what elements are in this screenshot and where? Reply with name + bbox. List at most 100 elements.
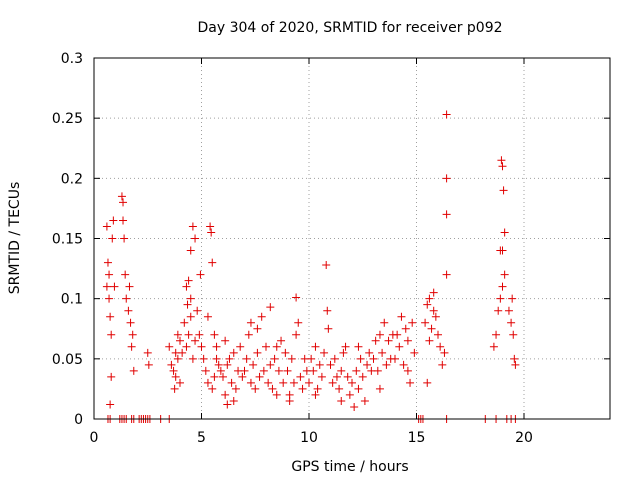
data-point [509,330,518,339]
data-point [188,222,197,231]
data-point [425,294,434,303]
data-point [223,400,232,409]
data-point [363,360,372,369]
data-point [289,378,298,387]
data-point [427,324,436,333]
data-point [105,294,114,303]
data-point [268,384,277,393]
y-axis-label: SRMTID / TECUs [7,182,23,295]
data-point [253,348,262,357]
data-point [285,396,294,405]
data-point [262,342,270,351]
data-point [244,330,253,339]
data-point [350,402,359,411]
data-point [330,354,339,363]
data-point [348,378,356,387]
data-point [440,348,449,357]
data-point [365,348,374,357]
data-point [406,378,415,387]
data-point [305,378,313,387]
data-point [337,366,346,375]
data-point [182,282,191,291]
data-point [497,156,506,165]
data-point [309,366,318,375]
data-point [380,318,389,327]
data-point [378,348,387,357]
y-tick-label: 0.2 [61,171,83,187]
data-point [184,276,193,285]
data-point [197,342,206,351]
data-point [125,282,134,291]
data-point [266,303,275,312]
data-point [173,330,182,339]
data-point [397,312,406,321]
data-point [180,318,189,327]
data-point [219,372,227,381]
data-point [251,384,260,393]
data-point [395,342,404,351]
data-point [102,282,111,291]
data-point [499,186,508,195]
data-point [341,342,350,351]
data-point [337,396,346,405]
data-point [326,360,335,369]
data-point [375,384,384,393]
data-point [122,294,131,303]
x-tick-label: 10 [300,430,318,446]
data-point [311,342,320,351]
data-point [511,360,520,369]
data-point [352,366,361,375]
y-tick-label: 0.15 [52,232,83,248]
data-point [120,234,129,243]
data-point [176,336,184,345]
data-point [206,222,215,231]
data-point [186,294,195,303]
data-point [129,366,138,375]
data-point [124,306,133,315]
data-point [169,366,178,375]
data-point [332,372,341,381]
data-point [171,348,180,357]
data-point [438,360,447,369]
data-point [103,258,112,267]
data-point [423,378,432,387]
data-point [170,384,179,393]
data-point [214,360,223,369]
data-points [102,110,520,423]
data-point [401,324,410,333]
x-tick-label: 15 [408,430,426,446]
data-point [106,400,115,409]
data-point [403,366,412,375]
data-point [246,318,255,327]
data-point [504,306,513,315]
data-point [323,306,332,315]
data-point [182,342,191,351]
data-point [508,294,517,303]
data-point [369,354,378,363]
data-point [210,330,219,339]
data-point [296,372,305,381]
data-point [429,306,438,315]
data-point [384,336,393,345]
data-point [328,378,337,387]
data-point [292,293,301,302]
data-point [489,342,498,351]
data-point [212,342,221,351]
x-axis-label: GPS time / hours [291,459,408,475]
data-point [253,324,262,333]
data-point [221,390,230,399]
data-point [227,378,236,387]
y-tick-label: 0 [74,412,83,428]
data-point [229,396,238,405]
data-point [358,372,367,381]
data-point [176,378,184,387]
data-point [108,234,117,243]
data-point [320,348,329,357]
data-point [167,360,176,369]
data-point [208,384,217,393]
data-point [354,342,363,351]
data-point [257,312,266,321]
data-point [186,246,195,255]
data-point [434,330,442,339]
